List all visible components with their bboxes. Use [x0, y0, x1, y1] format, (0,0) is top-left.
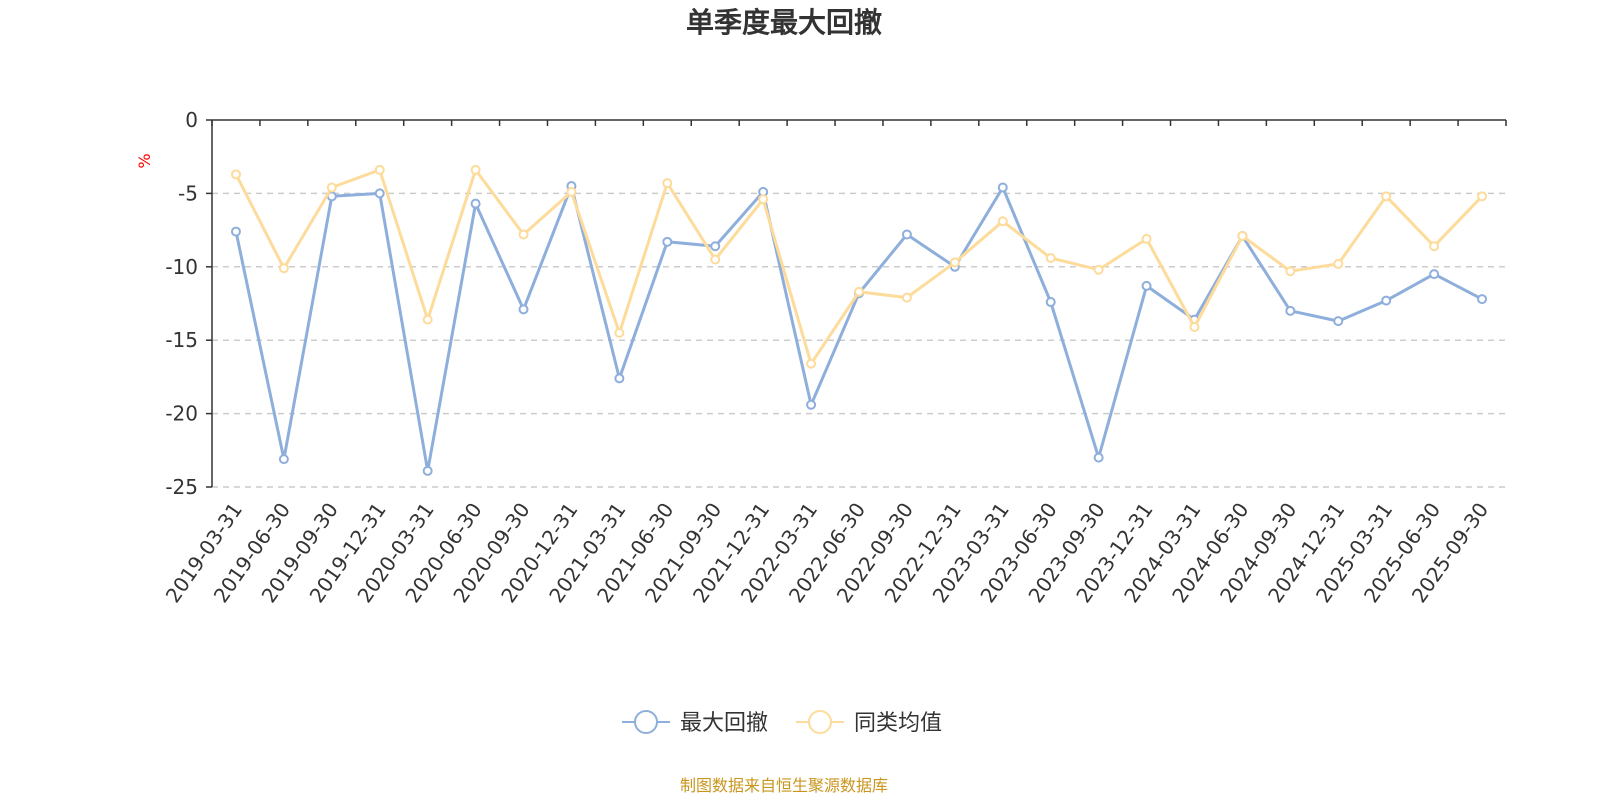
data-point — [278, 454, 289, 465]
data-point — [949, 257, 960, 268]
data-point — [1141, 280, 1152, 291]
y-tick-label: -20 — [165, 402, 198, 426]
chart-title: 单季度最大回撤 — [686, 6, 882, 39]
data-point — [854, 286, 864, 297]
data-point — [806, 399, 817, 410]
axes — [211, 119, 1506, 487]
data-point — [1285, 266, 1296, 277]
y-tick-label: -15 — [165, 328, 198, 352]
data-point — [997, 182, 1008, 193]
y-tick-label: -10 — [165, 255, 198, 279]
data-point — [662, 236, 673, 247]
legend-label: 同类均值 — [854, 711, 942, 736]
series-line — [234, 184, 1483, 473]
data-point — [758, 194, 769, 205]
data-point — [566, 186, 577, 197]
legend-item-2[interactable]: 同类均值 — [796, 710, 942, 736]
data-point — [1477, 191, 1488, 202]
data-point — [1285, 305, 1296, 316]
data-point — [470, 164, 481, 175]
data-point — [278, 263, 289, 274]
data-point — [230, 226, 241, 237]
data-point — [1429, 269, 1440, 280]
data-point — [518, 229, 529, 240]
data-point — [1333, 258, 1344, 269]
data-point — [710, 254, 721, 265]
legend-item-1[interactable]: 最大回撤 — [622, 710, 768, 736]
legend-marker — [808, 710, 832, 734]
data-point — [1237, 230, 1248, 241]
data-point — [662, 178, 673, 189]
legend-marker — [634, 710, 658, 734]
data-point — [1429, 241, 1440, 252]
series-group — [230, 164, 1488, 476]
series-2 — [230, 164, 1488, 369]
data-point — [806, 358, 817, 369]
data-point — [997, 216, 1008, 227]
data-point — [1093, 452, 1104, 463]
data-point — [1381, 191, 1392, 202]
data-point — [1093, 264, 1104, 275]
y-axis-ticks: 0 -5 -10 -15 -20 -25 — [165, 108, 212, 499]
data-point — [1045, 297, 1056, 308]
data-point — [1189, 321, 1200, 332]
data-point — [901, 292, 912, 303]
legend-label: 最大回撤 — [680, 711, 768, 736]
y-tick-label: -5 — [178, 181, 198, 205]
data-point — [470, 198, 481, 209]
data-source: 制图数据来自恒生聚源数据库 — [680, 776, 888, 795]
y-tick-label: 0 — [185, 108, 198, 132]
series-1 — [230, 181, 1488, 476]
y-axis-unit: % — [135, 153, 154, 168]
data-point — [374, 164, 385, 175]
data-point — [374, 188, 385, 199]
data-point — [1477, 294, 1488, 305]
data-point — [614, 373, 625, 384]
data-point — [614, 327, 625, 338]
data-point — [1381, 295, 1392, 306]
data-point — [710, 241, 721, 252]
data-point — [901, 229, 912, 240]
data-point — [422, 314, 433, 325]
data-point — [1333, 316, 1344, 327]
legend[interactable]: 最大回撤 同类均值 — [622, 710, 942, 736]
data-point — [230, 169, 241, 180]
y-tick-label: -25 — [165, 475, 198, 499]
data-point — [518, 304, 529, 315]
data-point — [1141, 233, 1152, 244]
data-point — [326, 182, 337, 193]
data-point — [1045, 252, 1056, 263]
data-point — [422, 465, 433, 476]
